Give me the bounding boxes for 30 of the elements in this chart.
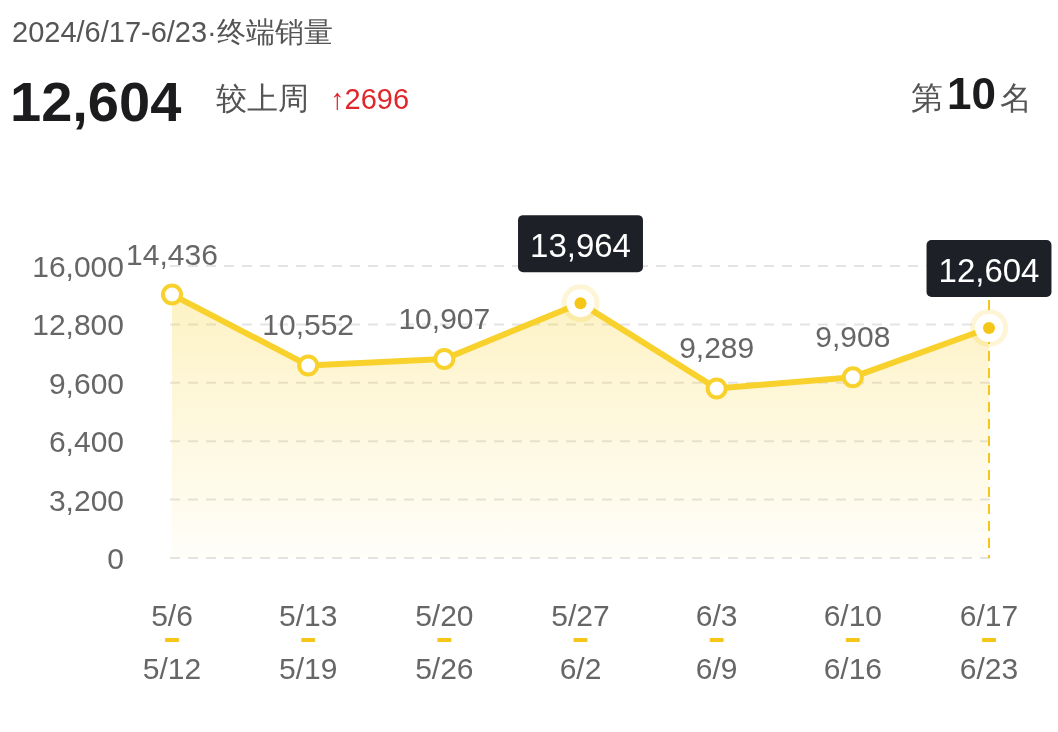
text: 较上周 [216,81,309,116]
data-label: 13,964 [530,227,631,265]
point [705,377,728,400]
text: 第10名 [911,69,1032,118]
text: 12,604 [10,70,182,133]
x-tick-label: 6/10 6/16 [823,599,883,685]
data-label: 14,436 [126,237,218,271]
y-tick-label: 9,600 [48,366,124,400]
x-tick-label: 5/20 5/26 [415,599,474,685]
data-label: 10,907 [398,301,491,335]
y-tick-label: 16,000 [32,250,124,283]
data-label: 10,552 [262,308,355,342]
point [433,347,456,370]
chart-title: 2024/6/17-6/23·终端销量 [12,16,333,48]
data-label: 9,908 [815,320,891,354]
y-tick-label: 6,400 [48,425,124,459]
point [841,366,864,389]
x-tick-label: 5/27 6/2 [551,599,610,685]
y-tick-label: 0 [107,542,124,575]
x-tick-label: 6/17 6/23 [959,599,1019,685]
text: ↑2696 [330,83,410,115]
point [161,283,183,306]
data-label: 12,604 [938,251,1040,289]
x-tick-label: 6/3 6/9 [695,599,738,685]
point [297,354,320,377]
x-tick-label: 5/6 5/12 [142,599,202,685]
x-tick-label: 5/13 5/19 [278,599,338,685]
y-tick-label: 3,200 [48,483,124,517]
data-label: 9,289 [679,331,755,365]
y-tick-label: 12,800 [32,308,124,342]
